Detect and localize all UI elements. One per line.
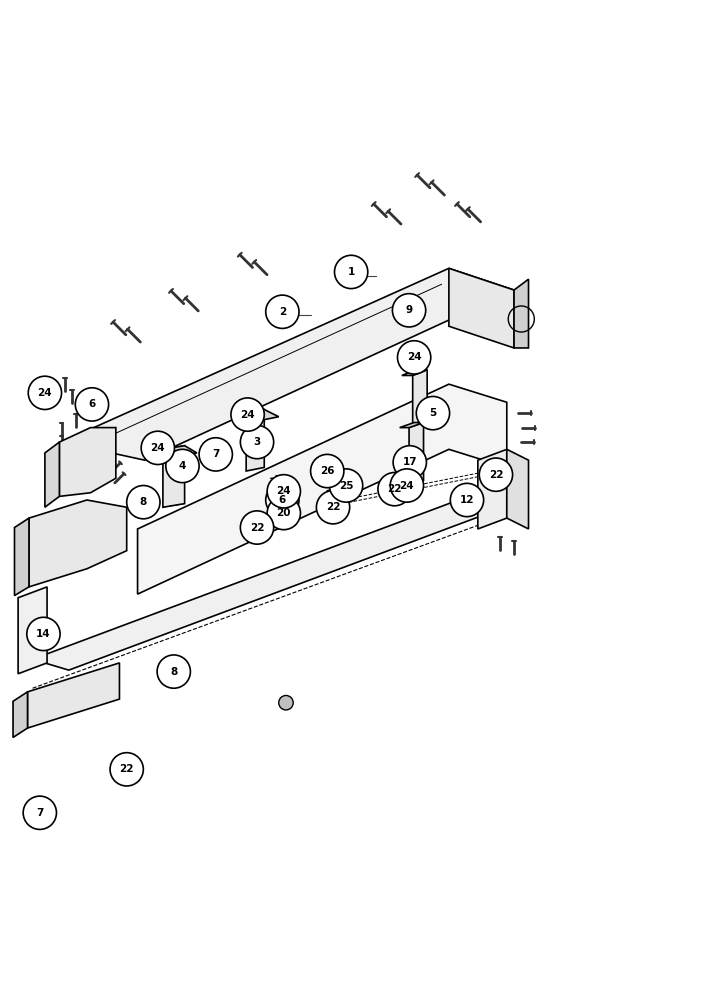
Circle shape (266, 295, 299, 328)
Polygon shape (400, 423, 424, 428)
Polygon shape (449, 268, 514, 348)
Text: 4: 4 (179, 461, 186, 471)
Circle shape (316, 491, 350, 524)
Text: 22: 22 (250, 523, 264, 533)
Polygon shape (246, 410, 264, 471)
Polygon shape (138, 384, 507, 594)
Polygon shape (514, 279, 529, 348)
Circle shape (450, 483, 484, 517)
Text: 8: 8 (140, 497, 147, 507)
Text: 12: 12 (460, 495, 474, 505)
Text: 8: 8 (170, 667, 177, 677)
Text: 24: 24 (400, 481, 414, 491)
Circle shape (199, 438, 232, 471)
Text: 2: 2 (279, 307, 286, 317)
Circle shape (23, 796, 56, 829)
Text: 1: 1 (348, 267, 355, 277)
Polygon shape (45, 442, 59, 507)
Text: 6: 6 (279, 495, 286, 505)
Circle shape (334, 255, 368, 289)
Text: 7: 7 (36, 808, 43, 818)
Circle shape (279, 695, 293, 710)
Circle shape (267, 496, 300, 530)
Polygon shape (28, 663, 119, 728)
Circle shape (267, 475, 300, 508)
Text: 14: 14 (36, 629, 51, 639)
Text: 24: 24 (277, 486, 291, 496)
Circle shape (141, 431, 174, 465)
Circle shape (479, 458, 513, 491)
Circle shape (157, 655, 190, 688)
Polygon shape (507, 449, 529, 529)
Text: 25: 25 (339, 481, 353, 491)
Circle shape (27, 617, 60, 651)
Circle shape (75, 388, 109, 421)
Circle shape (416, 396, 450, 430)
Circle shape (110, 753, 143, 786)
Text: 6: 6 (88, 399, 96, 409)
Polygon shape (14, 518, 29, 596)
Circle shape (127, 486, 160, 519)
Polygon shape (327, 488, 337, 496)
Polygon shape (478, 449, 507, 529)
Text: 24: 24 (407, 352, 421, 362)
Circle shape (28, 376, 62, 410)
Polygon shape (18, 587, 47, 674)
Polygon shape (29, 500, 127, 587)
Text: 9: 9 (405, 305, 413, 315)
Text: 24: 24 (151, 443, 165, 453)
Polygon shape (413, 370, 427, 428)
Circle shape (266, 483, 299, 517)
Text: 5: 5 (429, 408, 437, 418)
Circle shape (329, 469, 363, 502)
Text: 20: 20 (277, 508, 291, 518)
Text: 22: 22 (489, 470, 503, 480)
Polygon shape (246, 410, 279, 420)
Circle shape (393, 446, 426, 479)
Text: 17: 17 (403, 457, 417, 467)
Circle shape (311, 454, 344, 488)
Circle shape (392, 294, 426, 327)
Polygon shape (13, 692, 28, 737)
Text: 22: 22 (387, 484, 402, 494)
Text: 24: 24 (38, 388, 52, 398)
Text: 24: 24 (240, 410, 255, 420)
Circle shape (397, 341, 431, 374)
Polygon shape (163, 446, 197, 457)
Text: 7: 7 (212, 449, 219, 459)
Circle shape (166, 449, 199, 483)
Circle shape (378, 472, 411, 506)
Polygon shape (409, 423, 424, 486)
Circle shape (240, 511, 274, 544)
Text: 22: 22 (119, 764, 134, 774)
Polygon shape (62, 268, 514, 460)
Text: 3: 3 (253, 437, 261, 447)
Polygon shape (59, 428, 116, 496)
Circle shape (390, 469, 424, 502)
Circle shape (240, 425, 274, 459)
Polygon shape (402, 370, 427, 375)
Text: 26: 26 (320, 466, 334, 476)
Polygon shape (33, 493, 514, 670)
Polygon shape (163, 446, 185, 507)
Text: 22: 22 (326, 502, 340, 512)
Circle shape (231, 398, 264, 431)
